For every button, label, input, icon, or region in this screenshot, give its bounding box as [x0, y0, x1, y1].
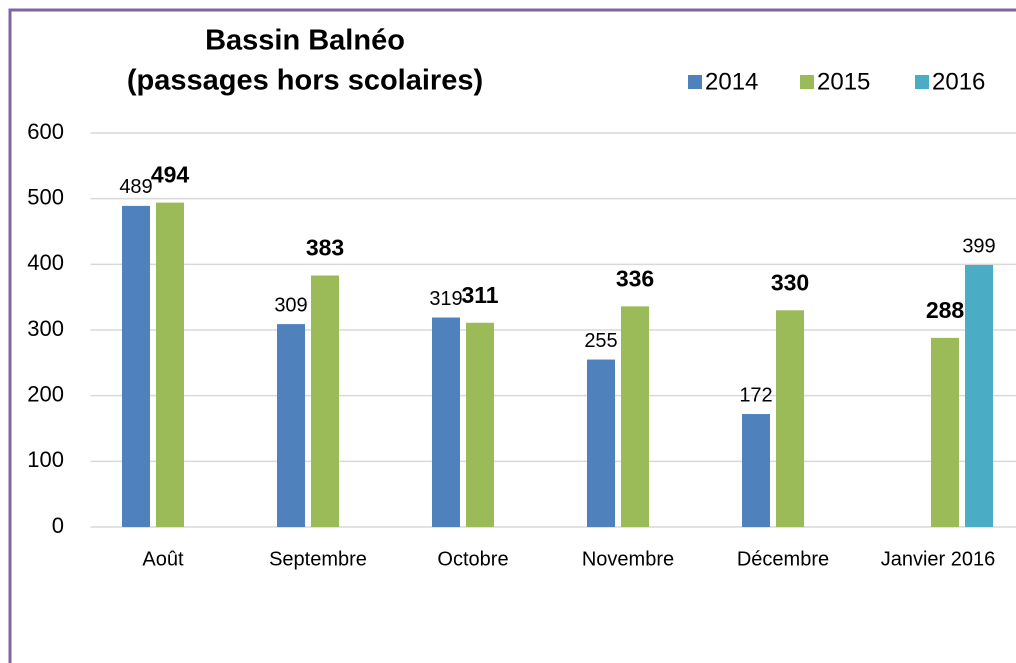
data-label: 399 — [962, 235, 995, 257]
y-tick-label: 400 — [27, 250, 64, 275]
bar — [122, 205, 150, 527]
data-label: 309 — [274, 294, 307, 316]
x-tick-label: Septembre — [269, 548, 367, 570]
data-label: 336 — [616, 265, 654, 291]
bar — [432, 317, 460, 527]
y-tick-label: 200 — [27, 381, 64, 406]
x-tick-label: Décembre — [737, 548, 829, 570]
bar — [931, 337, 959, 527]
data-label: 489 — [119, 176, 152, 198]
y-tick-label: 600 — [27, 119, 64, 144]
y-tick-label: 300 — [27, 316, 64, 341]
bar — [156, 202, 184, 527]
legend-label: 2016 — [932, 68, 985, 95]
data-label: 288 — [926, 297, 965, 323]
bar — [466, 322, 494, 527]
y-tick-label: 500 — [27, 184, 64, 209]
x-tick-label: Janvier 2016 — [881, 548, 996, 570]
x-tick-label: Novembre — [582, 548, 674, 570]
legend-swatch — [688, 75, 702, 89]
y-tick-label: 100 — [27, 447, 64, 472]
legend-label: 2014 — [705, 68, 758, 95]
bar — [621, 306, 649, 527]
data-label: 319 — [429, 288, 462, 310]
data-label: 255 — [584, 330, 617, 352]
x-tick-label: Octobre — [437, 548, 508, 570]
legend-swatch — [800, 75, 814, 89]
data-label: 330 — [771, 269, 809, 295]
data-label: 172 — [739, 384, 772, 406]
bar — [776, 310, 804, 527]
y-tick-label: 0 — [52, 513, 64, 538]
data-label: 383 — [306, 235, 344, 261]
frame — [8, 8, 1016, 663]
bar — [965, 264, 993, 527]
chart-title: Bassin Balnéo — [205, 25, 405, 57]
chart-subtitle: (passages hors scolaires) — [127, 65, 483, 97]
bar — [311, 275, 339, 527]
data-label: 311 — [461, 282, 498, 308]
bar — [742, 414, 770, 527]
x-tick-label: Août — [142, 548, 184, 570]
legend-label: 2015 — [817, 68, 870, 95]
bar — [587, 359, 615, 527]
legend-swatch — [915, 75, 929, 89]
bar — [277, 324, 305, 527]
data-label: 494 — [151, 162, 190, 188]
